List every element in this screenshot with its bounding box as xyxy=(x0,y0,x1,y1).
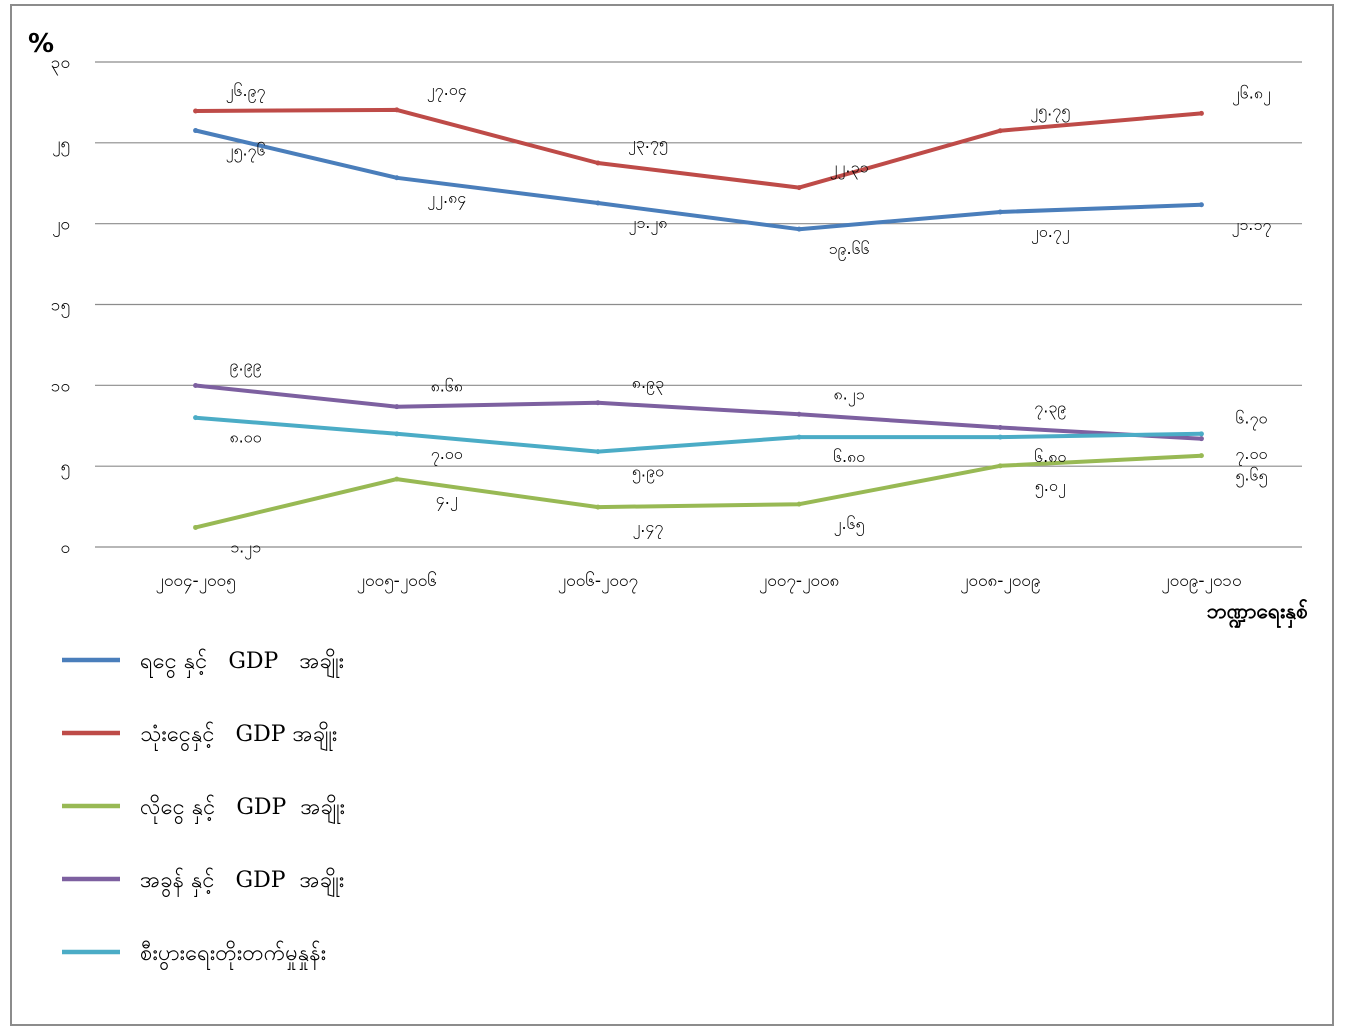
data-label: ၂၂.၃၁ xyxy=(830,158,869,180)
y-unit-label: % xyxy=(28,29,54,59)
legend-label: လိုငွေ နှင့် GDP အချိုး xyxy=(140,794,345,825)
y-tick-label: ၅ xyxy=(60,457,70,480)
data-label: ၅.၀၂ xyxy=(1035,476,1066,498)
data-point xyxy=(796,501,802,507)
data-point xyxy=(193,415,199,421)
y-tick-label: ၂၀ xyxy=(52,215,70,238)
legend-label: စီးပွားရေးတိုးတက်မှုနှုန်း xyxy=(140,940,326,971)
data-point xyxy=(193,108,199,114)
x-tick-label: ၂၀၀၄-၂၀၀၅ xyxy=(155,571,235,594)
data-label: ၅.၉၀ xyxy=(632,462,664,484)
data-label: ၈.၀၀ xyxy=(229,428,261,447)
x-tick-label: ၂၀၀၇-၂၀၀၈ xyxy=(759,571,839,594)
data-label: ၂၅.၇၅ xyxy=(1030,101,1070,123)
x-tick-label: ၂၀၀၅-၂၀၀၆ xyxy=(357,570,437,594)
data-label: ၂၇.၀၄ xyxy=(427,80,467,102)
data-label: ၂၃.၇၅ xyxy=(628,133,668,155)
data-point xyxy=(796,411,802,417)
data-label: ၆.၈၀ xyxy=(1034,447,1066,466)
x-tick-label: ၂၀၀၆-၂၀၀၇ xyxy=(558,570,638,594)
data-point xyxy=(796,434,802,440)
series-line xyxy=(193,453,1204,530)
data-point xyxy=(997,209,1003,215)
data-label: ၈.၂၁ xyxy=(834,384,865,406)
data-point xyxy=(997,128,1003,134)
x-tick-label: ၂၀၀၈-၂၀၀၉ xyxy=(960,571,1040,594)
data-point xyxy=(997,425,1003,431)
data-label: ၄.၂ xyxy=(436,489,458,511)
legend-label: သုံးငွေနှင့် GDP အချိုး xyxy=(140,721,337,752)
data-point xyxy=(796,226,802,232)
data-point xyxy=(394,404,400,410)
data-point xyxy=(193,524,199,530)
data-label: ၈.၉၃ xyxy=(632,373,664,395)
data-label: ၇.၀၀ xyxy=(431,444,463,466)
x-tick-label: ၂၀၀၉-၂၀၁၀ xyxy=(1161,571,1241,594)
data-label: ၂၁.၂၈ xyxy=(628,213,667,235)
y-tick-label: ၁၀ xyxy=(51,376,70,396)
data-point xyxy=(1198,453,1204,459)
data-label: ၁၉.၆၆ xyxy=(829,239,870,261)
y-tick-label: ၁၅ xyxy=(51,296,70,319)
data-label: ၅.၆၅ xyxy=(1235,466,1267,488)
y-tick-label: ၂၅ xyxy=(52,134,70,157)
x-axis-title: ဘဏ္ဍာရေးနှစ် xyxy=(1207,597,1309,629)
data-point xyxy=(997,434,1003,440)
data-point xyxy=(193,382,199,388)
data-point xyxy=(1198,202,1204,208)
data-point xyxy=(394,107,400,113)
data-label: ၂၁.၁၇ xyxy=(1231,215,1271,237)
data-point xyxy=(595,200,601,206)
series-line xyxy=(193,107,1204,190)
data-point xyxy=(1198,436,1204,442)
data-label: ၂၀.၇၂ xyxy=(1031,222,1070,244)
data-label: ၂၅.၇၆ xyxy=(226,141,266,163)
data-label: ၂၆.၉၇ xyxy=(226,81,266,103)
data-point xyxy=(394,476,400,482)
data-label: ၁.၂၁ xyxy=(230,537,261,559)
data-point xyxy=(1198,431,1204,437)
data-label: ၂၂.၈၄ xyxy=(427,188,466,210)
data-label: ၉.၉၉ xyxy=(230,355,262,377)
data-label: ၂၆.၈၂ xyxy=(1232,83,1271,105)
data-label: ၇.၃၉ xyxy=(1034,398,1066,420)
data-label: ၂.၄၇ xyxy=(632,517,663,539)
data-point xyxy=(595,400,601,406)
data-label: ၆.၈၀ xyxy=(833,447,865,466)
data-label: ၈.၆၈ xyxy=(431,377,463,396)
y-tick-label: ၀ xyxy=(60,538,70,558)
chart-frame xyxy=(10,4,1334,1026)
data-point xyxy=(193,128,199,134)
series-line xyxy=(193,383,1204,441)
data-point xyxy=(796,185,802,191)
data-point xyxy=(394,431,400,437)
data-point xyxy=(997,463,1003,469)
data-label: ၂.၆၅ xyxy=(834,514,865,536)
data-point xyxy=(595,160,601,166)
series-line xyxy=(193,415,1204,454)
data-point xyxy=(595,504,601,510)
series-line xyxy=(193,128,1204,232)
data-point xyxy=(394,175,400,181)
legend-label: အခွန် နှင့် GDP အချိုး xyxy=(140,867,344,898)
data-label: ၆.၇၀ xyxy=(1235,409,1267,431)
legend-label: ရငွေ နှင့် GDP အချိုး xyxy=(140,648,344,679)
data-point xyxy=(1198,110,1204,116)
data-point xyxy=(595,449,601,455)
y-tick-label: ၃၀ xyxy=(51,53,70,76)
data-label: ၇.၀၀ xyxy=(1235,444,1267,466)
